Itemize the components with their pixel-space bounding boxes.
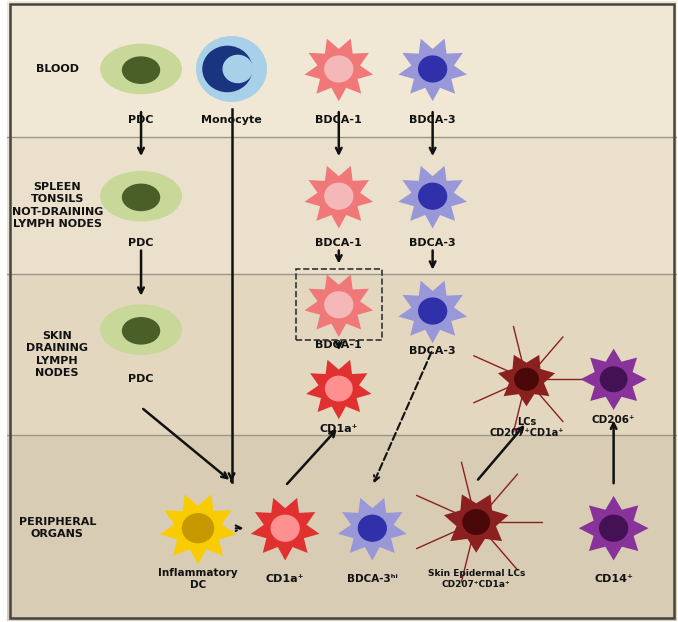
Circle shape [359,515,386,541]
Ellipse shape [123,184,159,210]
Text: Inflammatory
DC: Inflammatory DC [158,569,238,590]
Text: BDCA-3: BDCA-3 [410,238,456,248]
Ellipse shape [101,172,181,221]
Ellipse shape [101,305,181,354]
Text: SKIN
DRAINING
LYMPH
NODES: SKIN DRAINING LYMPH NODES [26,331,88,378]
FancyBboxPatch shape [7,435,677,621]
Text: BDCA-3: BDCA-3 [410,115,456,125]
Text: BLOOD: BLOOD [36,64,79,74]
Ellipse shape [123,57,159,83]
Circle shape [325,56,353,82]
Text: BDCA-3ʰⁱ: BDCA-3ʰⁱ [347,574,398,584]
Polygon shape [579,496,648,560]
Polygon shape [398,39,467,101]
Text: SPLEEN
TONSILS
NOT-DRAINING
LYMPH NODES: SPLEEN TONSILS NOT-DRAINING LYMPH NODES [12,182,103,229]
Circle shape [203,47,252,91]
Polygon shape [304,166,373,228]
Text: BDCA-3: BDCA-3 [410,346,456,356]
Text: PERIPHERAL
ORGANS: PERIPHERAL ORGANS [18,517,96,539]
FancyBboxPatch shape [7,274,677,435]
Polygon shape [304,39,373,101]
Polygon shape [398,166,467,228]
Circle shape [419,183,447,209]
Text: BDCA-1: BDCA-1 [315,238,362,248]
Circle shape [325,376,352,401]
Circle shape [419,56,447,82]
Polygon shape [398,281,467,343]
Text: LCs
CD207⁺CD1a⁺: LCs CD207⁺CD1a⁺ [490,417,563,439]
Polygon shape [160,494,237,564]
Polygon shape [444,494,508,553]
Text: PDC: PDC [128,374,154,384]
Polygon shape [580,348,647,410]
Polygon shape [306,360,372,419]
Text: PDC: PDC [128,238,154,248]
Circle shape [601,367,627,391]
Circle shape [197,37,266,101]
Polygon shape [304,274,373,337]
Circle shape [515,368,538,390]
Polygon shape [498,355,555,406]
FancyBboxPatch shape [7,137,677,274]
Circle shape [325,183,353,209]
Ellipse shape [101,44,181,93]
Circle shape [182,514,214,542]
Text: CD206⁺: CD206⁺ [592,415,635,425]
Circle shape [325,292,353,318]
Circle shape [463,510,490,534]
Text: CD14⁺: CD14⁺ [594,574,633,584]
Text: CD1a⁺: CD1a⁺ [319,424,358,434]
Text: Skin Epidermal LCs
CD207⁺CD1a⁺: Skin Epidermal LCs CD207⁺CD1a⁺ [428,569,525,589]
Circle shape [223,55,252,83]
Text: PDC: PDC [128,115,154,125]
Text: BDCA-1: BDCA-1 [315,340,362,350]
Text: BDCA-1: BDCA-1 [315,115,362,125]
Text: CD1a⁺: CD1a⁺ [266,574,304,584]
Circle shape [419,298,447,324]
Polygon shape [338,498,407,560]
Circle shape [271,515,299,541]
FancyBboxPatch shape [7,1,677,137]
Polygon shape [251,498,319,560]
Ellipse shape [123,318,159,344]
Text: Monocyte: Monocyte [201,115,262,125]
Circle shape [599,515,628,541]
